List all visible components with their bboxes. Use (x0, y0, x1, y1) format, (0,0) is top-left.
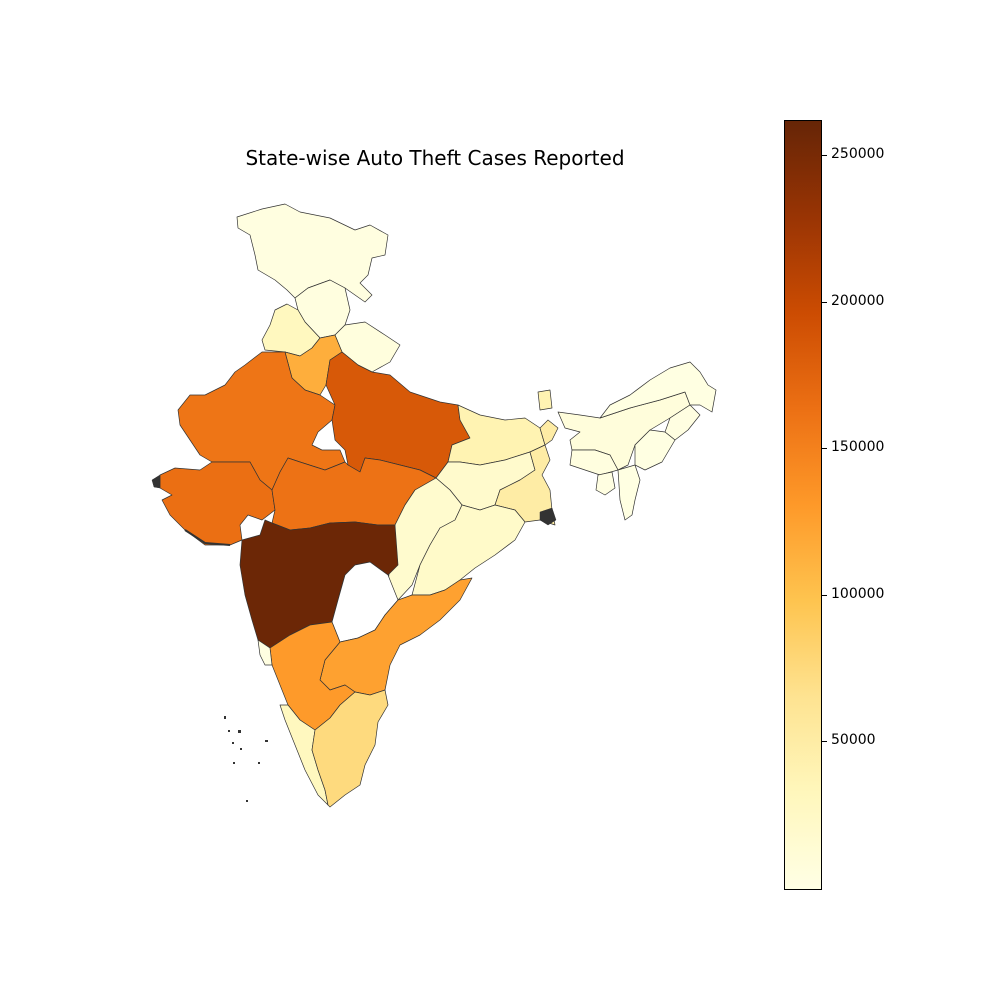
colorbar-tick-mark (822, 741, 827, 743)
state-gujarat[interactable] (159, 461, 276, 546)
colorbar-tick-label: 250000 (831, 146, 885, 163)
state-jammu-kashmir[interactable] (236, 203, 389, 303)
gujarat-coast-detail (184, 529, 231, 546)
colorbar-tick-mark (822, 594, 827, 596)
map-title: State-wise Auto Theft Cases Reported (245, 146, 625, 170)
state-manipur[interactable] (634, 429, 676, 471)
state-arunachal-pradesh[interactable] (599, 361, 717, 419)
state-tamil-nadu[interactable] (311, 689, 389, 808)
state-tripura[interactable] (595, 471, 616, 496)
colorbar-tick-mark (822, 448, 827, 450)
colorbar-gradient (784, 120, 822, 890)
colorbar-tick-mark (822, 155, 827, 157)
colorbar: 250000 200000 150000 100000 50000 (784, 120, 884, 890)
colorbar-tick-label: 50000 (831, 732, 876, 749)
colorbar-tick-label: 200000 (831, 292, 885, 309)
state-sikkim[interactable] (537, 389, 553, 411)
lakshadweep-islands (224, 716, 268, 802)
state-goa[interactable] (257, 639, 273, 666)
sundarbans-detail (539, 507, 557, 526)
state-mizoram[interactable] (617, 464, 641, 521)
colorbar-tick-label: 100000 (831, 585, 885, 602)
state-karnataka[interactable] (269, 621, 356, 731)
colorbar-tick-mark (822, 301, 827, 303)
state-west-bengal-north[interactable] (539, 419, 559, 446)
colorbar-tick-label: 150000 (831, 439, 885, 456)
kutch-coast-detail (151, 474, 161, 489)
